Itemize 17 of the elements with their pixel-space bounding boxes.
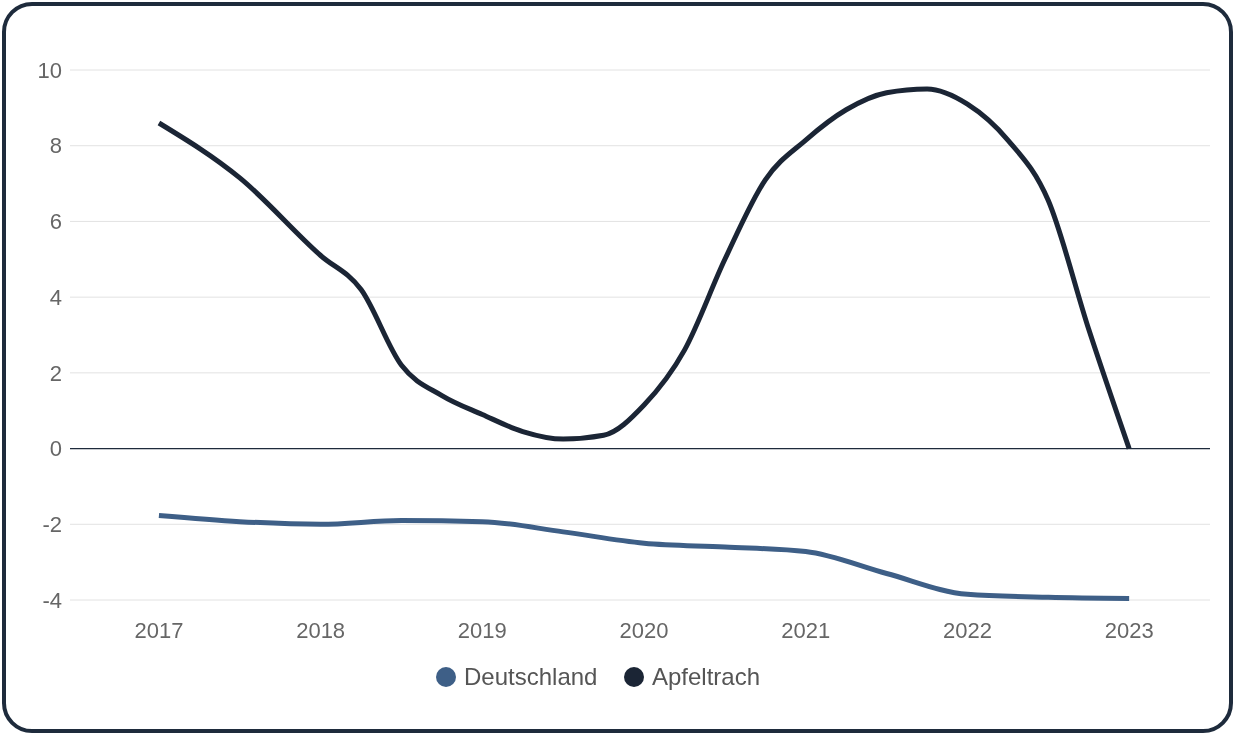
y-tick-label: 10 xyxy=(37,57,62,83)
x-tick-label: 2019 xyxy=(457,618,507,643)
y-tick-label: -4 xyxy=(42,587,62,613)
y-tick-label: 6 xyxy=(49,209,62,235)
x-tick-label: 2017 xyxy=(134,618,184,643)
x-tick-label: 2022 xyxy=(942,618,992,643)
y-tick-label: -2 xyxy=(42,511,62,537)
legend-label: Apfeltrach xyxy=(652,663,761,691)
x-tick-label: 2018 xyxy=(296,618,346,643)
y-tick-label: 8 xyxy=(49,133,62,159)
x-tick-label: 2023 xyxy=(1104,618,1154,643)
y-tick-label: 0 xyxy=(49,436,62,462)
y-tick-label: 4 xyxy=(49,284,62,310)
x-tick-label: 2020 xyxy=(619,618,669,643)
x-tick-label: 2021 xyxy=(781,618,831,643)
legend-label: Deutschland xyxy=(464,663,598,691)
y-tick-label: 2 xyxy=(49,360,62,386)
